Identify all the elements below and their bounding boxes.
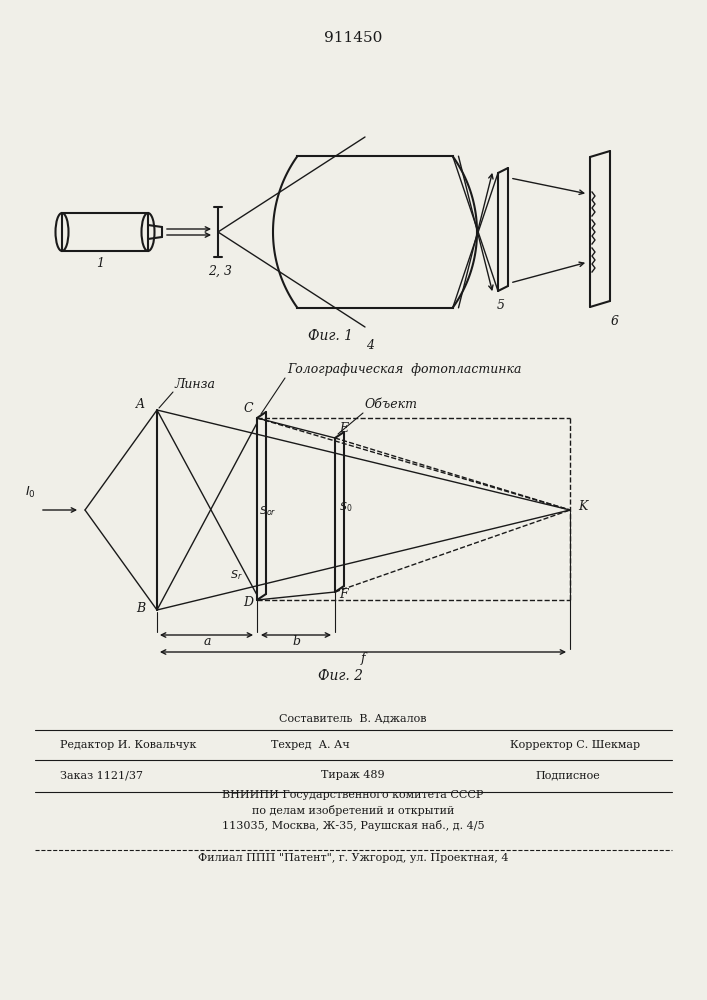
- Text: 911450: 911450: [324, 31, 382, 45]
- Text: Техред  А. Ач: Техред А. Ач: [271, 740, 349, 750]
- Text: 6: 6: [611, 315, 619, 328]
- Text: Филиал ППП "Патент", г. Ужгород, ул. Проектная, 4: Филиал ППП "Патент", г. Ужгород, ул. Про…: [198, 853, 508, 863]
- Text: 2, 3: 2, 3: [208, 265, 232, 278]
- Text: Фиг. 1: Фиг. 1: [308, 329, 353, 343]
- Text: 5: 5: [497, 299, 505, 312]
- Text: E: E: [339, 422, 348, 435]
- Text: Заказ 1121/37: Заказ 1121/37: [60, 770, 143, 780]
- Text: B: B: [136, 602, 145, 615]
- Text: $S_{or}$: $S_{or}$: [259, 504, 276, 518]
- Text: Фиг. 2: Фиг. 2: [317, 669, 363, 683]
- Text: a: a: [203, 635, 211, 648]
- Text: Редактор И. Ковальчук: Редактор И. Ковальчук: [60, 740, 197, 750]
- Text: Голографическая  фотопластинка: Голографическая фотопластинка: [287, 363, 522, 376]
- Text: K: K: [578, 500, 588, 513]
- Text: Линза: Линза: [175, 378, 216, 391]
- Text: ВНИИПИ Государственного комитета СССР: ВНИИПИ Государственного комитета СССР: [222, 790, 484, 800]
- Text: D: D: [243, 596, 253, 609]
- Text: по делам изобретений и открытий: по делам изобретений и открытий: [252, 805, 454, 816]
- Text: $I_0$: $I_0$: [25, 485, 35, 500]
- Text: Объект: Объект: [365, 398, 418, 411]
- Text: Корректор С. Шекмар: Корректор С. Шекмар: [510, 740, 640, 750]
- Text: 1: 1: [96, 257, 104, 270]
- Text: Составитель  В. Аджалов: Составитель В. Аджалов: [279, 713, 427, 723]
- Text: 113035, Москва, Ж-35, Раушская наб., д. 4/5: 113035, Москва, Ж-35, Раушская наб., д. …: [222, 820, 484, 831]
- Text: b: b: [292, 635, 300, 648]
- Text: f: f: [361, 652, 366, 665]
- Text: $S_0$: $S_0$: [339, 500, 352, 514]
- Text: Тираж 489: Тираж 489: [321, 770, 385, 780]
- Text: 4: 4: [366, 339, 374, 352]
- Text: $S_r$: $S_r$: [230, 568, 243, 582]
- Text: C: C: [243, 402, 253, 415]
- Text: Подписное: Подписное: [535, 770, 600, 780]
- Text: A: A: [136, 398, 145, 411]
- Text: F: F: [339, 588, 348, 601]
